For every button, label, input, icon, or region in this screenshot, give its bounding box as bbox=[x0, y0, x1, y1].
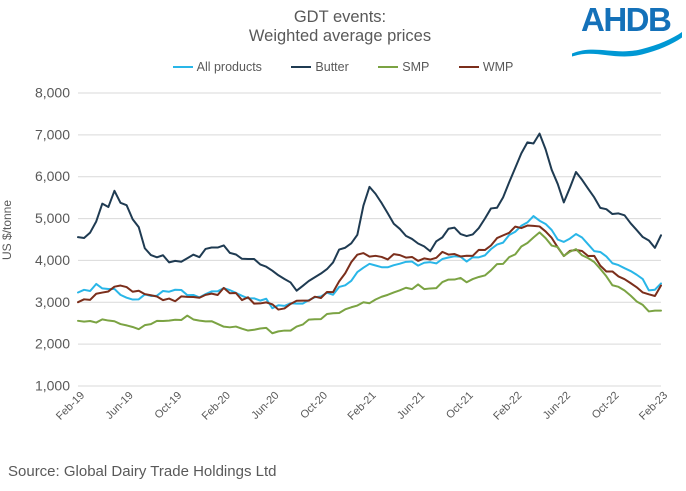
svg-text:5,000: 5,000 bbox=[35, 210, 70, 226]
svg-text:2,000: 2,000 bbox=[35, 336, 70, 352]
svg-text:7,000: 7,000 bbox=[35, 126, 70, 142]
svg-text:1,000: 1,000 bbox=[35, 378, 70, 394]
svg-text:3,000: 3,000 bbox=[35, 294, 70, 310]
svg-text:6,000: 6,000 bbox=[35, 168, 70, 184]
svg-text:4,000: 4,000 bbox=[35, 252, 70, 268]
svg-text:8,000: 8,000 bbox=[35, 85, 70, 101]
